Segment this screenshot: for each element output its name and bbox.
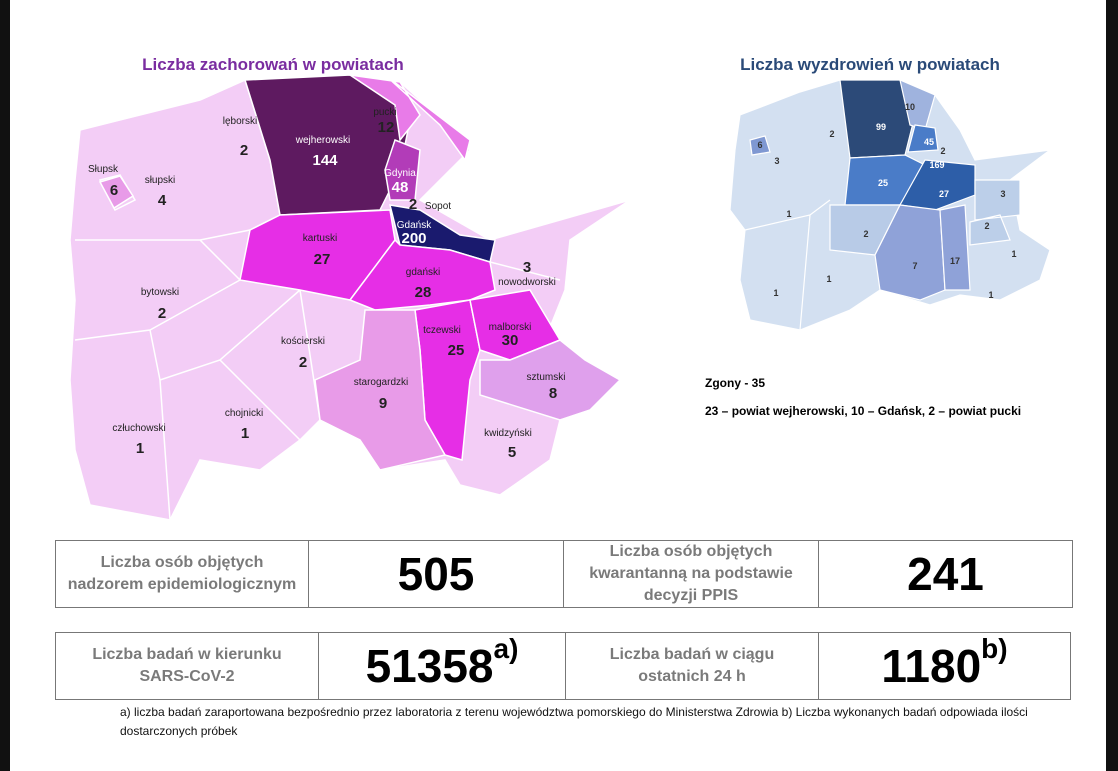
- table-cell: Liczba badań w ciągu ostatnich 24 h: [565, 632, 819, 700]
- value-number: 1180: [881, 640, 982, 692]
- region-name: kwidzyński: [484, 428, 532, 439]
- region-value: 1: [1011, 249, 1016, 259]
- frame-edge: [0, 0, 10, 771]
- region-value: 144: [312, 152, 338, 169]
- cell-value: 241: [907, 547, 984, 601]
- table-cell: Liczba osób objętych nadzorem epidemiolo…: [55, 540, 309, 608]
- region-value: 2: [409, 196, 417, 213]
- value-note: a): [493, 633, 519, 664]
- footnote: a) liczba badań zaraportowana bezpośredn…: [120, 705, 1028, 738]
- region-value: 30: [502, 332, 519, 349]
- right-map: [729, 78, 1053, 331]
- table-cell: 505: [308, 540, 564, 608]
- region-value: 169: [929, 160, 944, 170]
- table-cell: Liczba osób objętych kwarantanną na pods…: [563, 540, 819, 608]
- region-value: 2: [863, 229, 868, 239]
- region-name: sztumski: [527, 372, 566, 383]
- region-name: starogardzki: [354, 377, 408, 388]
- region-value: 2: [240, 142, 248, 159]
- region-value: 200: [401, 230, 426, 247]
- deaths-total: Zgony - 35: [705, 376, 765, 390]
- region-value: 2: [829, 129, 834, 139]
- region-value: 25: [878, 178, 888, 188]
- region-value: 5: [508, 444, 516, 461]
- value-number: 51358: [365, 640, 494, 692]
- region-value: 6: [110, 182, 118, 199]
- region-name: pucki: [373, 107, 396, 118]
- region-name: lęborski: [223, 116, 257, 127]
- region-name: Sopot: [425, 201, 451, 212]
- table-cell: 51358a): [318, 632, 566, 700]
- region-name: Słupsk: [88, 164, 119, 175]
- cell-value: 1180b): [881, 633, 1007, 693]
- region-value: 1: [773, 288, 778, 298]
- deaths-breakdown: 23 – powiat wejherowski, 10 – Gdańsk, 2 …: [705, 404, 1021, 418]
- region-value: 45: [924, 137, 934, 147]
- cell-value: 505: [398, 547, 475, 601]
- region-value: 48: [392, 179, 409, 196]
- region-name: Gdynia: [384, 168, 416, 179]
- region-value: 27: [939, 189, 949, 199]
- region-value: 1: [786, 209, 791, 219]
- region-name: gdański: [406, 267, 440, 278]
- region-value: 1: [136, 440, 144, 457]
- table-cell: 241: [818, 540, 1073, 608]
- cell-label: Liczba osób objętych kwarantanną na pods…: [589, 543, 793, 604]
- region-value: 25: [448, 342, 465, 359]
- region-value: 17: [950, 256, 960, 266]
- region-value: 8: [549, 385, 557, 402]
- maps: Liczba zachorowań w powiatach Liczba wyz…: [69, 55, 1053, 521]
- region-name: malborski: [489, 322, 532, 333]
- cell-value: 51358a): [365, 633, 519, 693]
- region-value: 9: [379, 395, 387, 412]
- region-value: 27: [314, 251, 331, 268]
- region-value: 6: [757, 140, 762, 150]
- region-value: 2: [299, 354, 307, 371]
- region-name: nowodworski: [498, 277, 556, 288]
- frame-edge: [1106, 0, 1118, 771]
- region-value: 3: [523, 259, 531, 276]
- region-name: Gdańsk: [397, 220, 432, 231]
- region-value: 3: [774, 156, 779, 166]
- table-cell: Liczba badań w kierunku SARS-CoV-2: [55, 632, 319, 700]
- region-value: 12: [378, 119, 395, 136]
- region-name: bytowski: [141, 287, 179, 298]
- value-number: 241: [907, 548, 984, 600]
- cell-label: Liczba badań w kierunku SARS-CoV-2: [92, 646, 282, 685]
- table-cell: 1180b): [818, 632, 1071, 700]
- region-name: człuchowski: [112, 423, 165, 434]
- cell-label: Liczba badań w ciągu ostatnich 24 h: [609, 646, 775, 685]
- value-note: b): [981, 633, 1008, 664]
- region-value: 1: [826, 274, 831, 284]
- region-value: 1: [988, 290, 993, 300]
- region-name: chojnicki: [225, 408, 263, 419]
- value-number: 505: [397, 548, 475, 600]
- region-name: kartuski: [303, 233, 337, 244]
- region-value: 2: [158, 305, 166, 322]
- region-value: 4: [158, 192, 167, 209]
- region-value: 1: [241, 425, 249, 442]
- region-value: 3: [1000, 189, 1005, 199]
- region-name: tczewski: [423, 325, 461, 336]
- region-value: 99: [876, 122, 886, 132]
- left-map-title: Liczba zachorowań w powiatach: [142, 55, 404, 74]
- region-value: 2: [984, 221, 989, 231]
- region-name: słupski: [145, 175, 176, 186]
- region-value: 10: [905, 102, 915, 112]
- region-value: 7: [912, 261, 917, 271]
- region-name: wejherowski: [295, 135, 350, 146]
- right-map-title: Liczba wyzdrowień w powiatach: [740, 55, 1000, 74]
- region-value: 28: [415, 284, 432, 301]
- region-name: kościerski: [281, 336, 325, 347]
- left-map: [69, 74, 631, 521]
- region-value: 2: [940, 146, 945, 156]
- cell-label: Liczba osób objętych nadzorem epidemiolo…: [67, 554, 297, 593]
